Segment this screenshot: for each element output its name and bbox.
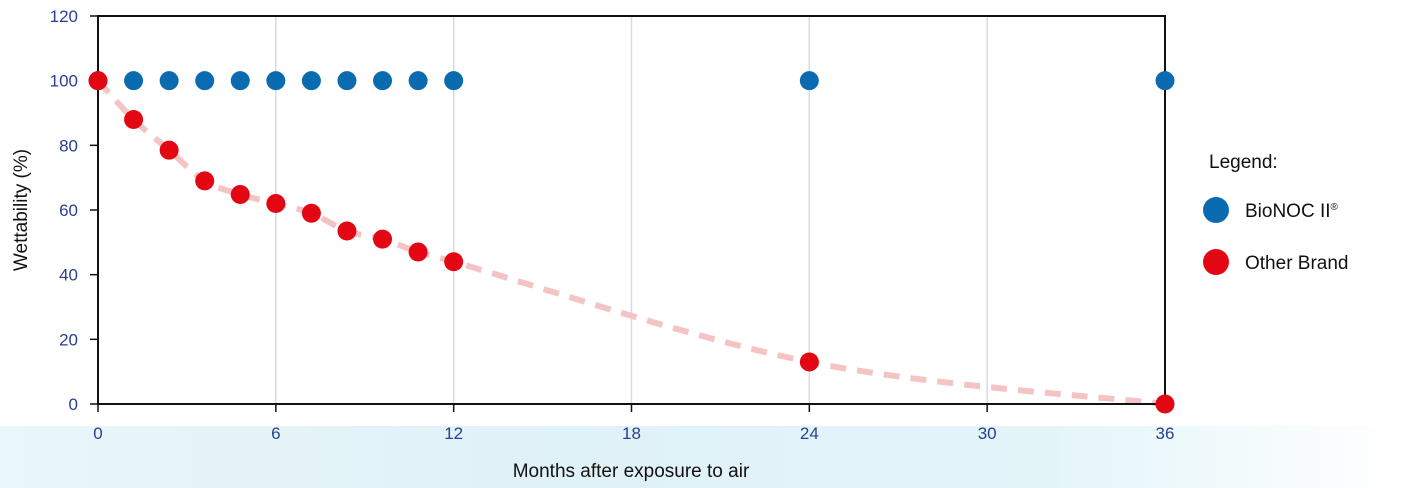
bionoc-point	[408, 71, 428, 91]
x-tick-label: 6	[271, 424, 280, 443]
bionoc-point	[337, 71, 357, 91]
legend-label-bionoc: BioNOC II®	[1245, 201, 1339, 222]
x-tick-label: 36	[1156, 424, 1175, 443]
y-tick-label: 80	[59, 136, 78, 155]
other-brand-point	[266, 194, 286, 214]
background-band	[0, 426, 1402, 488]
bionoc-point	[373, 71, 393, 91]
other-brand-point	[159, 140, 179, 160]
bionoc-point	[230, 71, 250, 91]
point-layer	[88, 71, 1175, 414]
bionoc-point	[444, 71, 464, 91]
y-tick-label: 60	[59, 201, 78, 220]
bionoc-point	[301, 71, 321, 91]
other-brand-point	[124, 109, 144, 129]
other-brand-point	[230, 184, 250, 204]
other-brand-point	[408, 242, 428, 262]
y-tick-label: 100	[50, 72, 78, 91]
bionoc-point	[799, 71, 819, 91]
y-tick-label: 40	[59, 266, 78, 285]
bionoc-point	[266, 71, 286, 91]
other-brand-point	[337, 221, 357, 241]
bionoc-point	[159, 71, 179, 91]
x-tick-label: 18	[622, 424, 641, 443]
bionoc-point	[195, 71, 215, 91]
bionoc-point	[1155, 71, 1175, 91]
other-brand-trendline	[95, 78, 1166, 407]
legend-label-other-brand: Other Brand	[1245, 253, 1349, 274]
tick-layer: 0 6 12 18 24 30 36 0 20 40 60 80 100 120	[50, 7, 1175, 443]
other-brand-point	[88, 71, 108, 91]
x-axis-title: Months after exposure to air	[513, 461, 750, 482]
legend-title: Legend:	[1209, 152, 1278, 173]
legend-label-bionoc-name: BioNOC II	[1245, 201, 1331, 222]
y-tick-label: 120	[50, 7, 78, 26]
trend-layer	[95, 78, 1166, 407]
legend-marker-bionoc	[1203, 197, 1229, 223]
y-tick-label: 20	[59, 330, 78, 349]
x-tick-label: 24	[800, 424, 819, 443]
legend-marker-other-brand	[1203, 249, 1229, 275]
legend: Legend: BioNOC II® Other Brand	[1203, 152, 1349, 275]
other-brand-point	[195, 171, 215, 191]
x-tick-label: 0	[93, 424, 102, 443]
y-axis-title: Wettability (%)	[11, 149, 32, 271]
other-brand-point	[444, 252, 464, 272]
x-tick-label: 12	[444, 424, 463, 443]
bionoc-point	[124, 71, 144, 91]
other-brand-point	[301, 203, 321, 223]
legend-label-bionoc-reg: ®	[1331, 202, 1339, 213]
y-tick-label: 0	[69, 395, 78, 414]
x-tick-label: 30	[978, 424, 997, 443]
other-brand-point	[1155, 394, 1175, 414]
other-brand-point	[799, 352, 819, 372]
other-brand-point	[373, 229, 393, 249]
